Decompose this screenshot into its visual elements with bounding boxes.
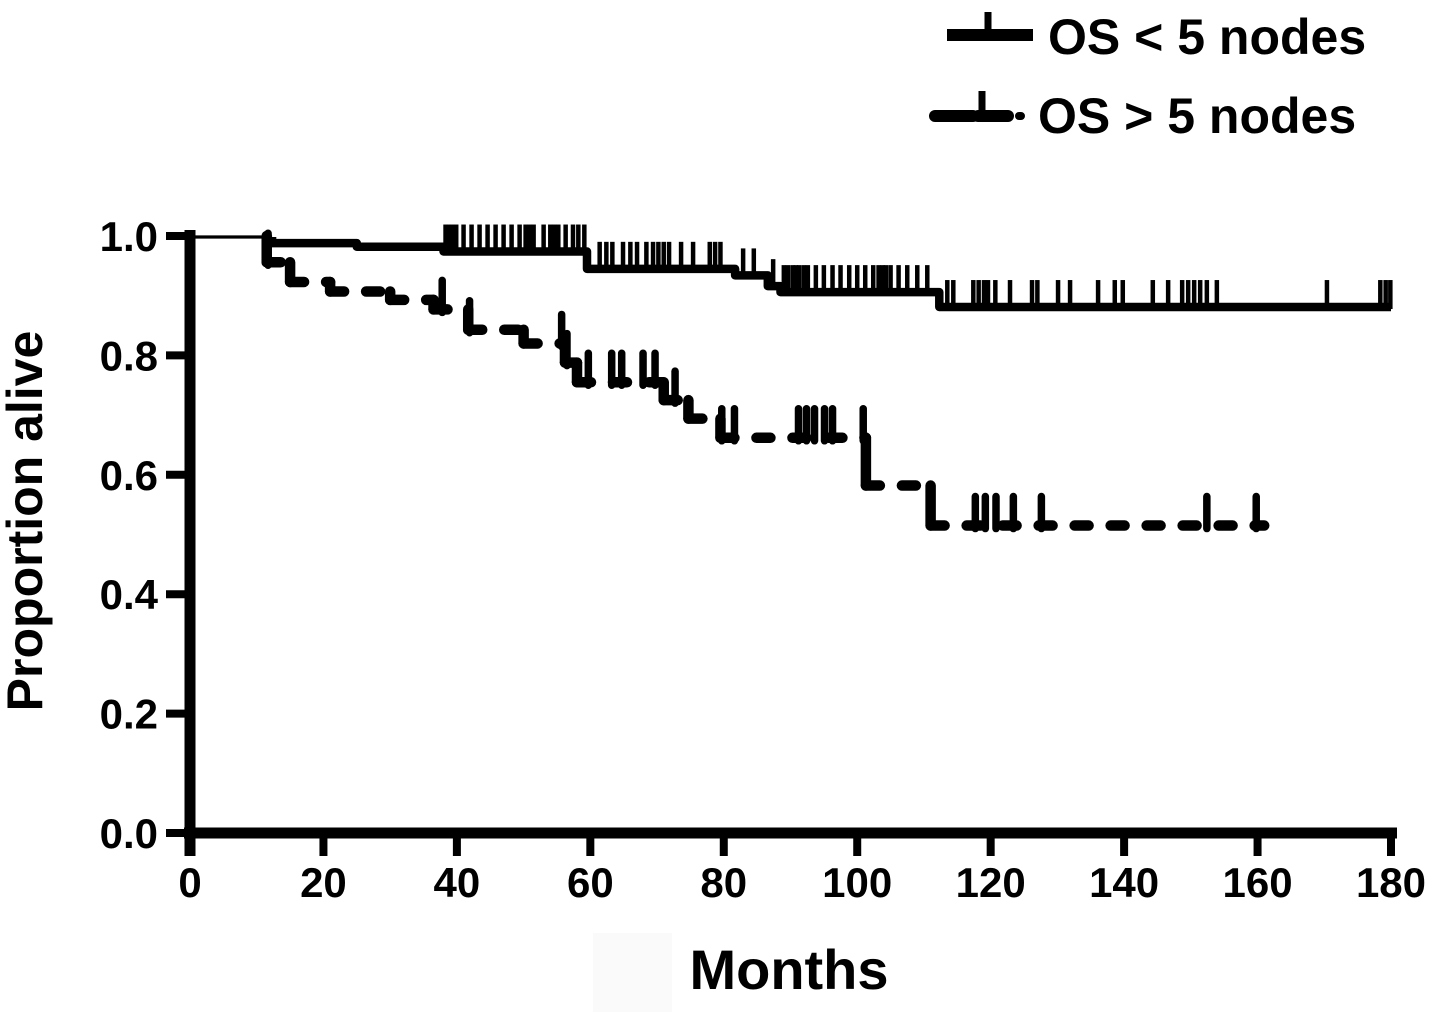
x-tick-label: 100 (822, 859, 892, 906)
x-tick-label: 80 (700, 859, 747, 906)
y-tick-label: 0.4 (100, 571, 159, 618)
y-tick-label: 0.8 (100, 332, 158, 379)
legend-label-os-gt-5-nodes: OS > 5 nodes (1038, 88, 1356, 144)
x-tick-label: 160 (1223, 859, 1293, 906)
legend-label-os-lt-5-nodes: OS < 5 nodes (1048, 9, 1366, 65)
x-tick-label: 120 (956, 859, 1026, 906)
x-axis-title: Months (689, 938, 888, 1001)
legend: OS < 5 nodes OS > 5 nodes (929, 9, 1366, 144)
x-tick-label: 40 (434, 859, 481, 906)
y-tick-label: 0.2 (100, 691, 158, 738)
x-tick-label: 60 (567, 859, 614, 906)
x-tick-label: 20 (300, 859, 347, 906)
y-tick-label: 0.0 (100, 810, 158, 857)
y-axis-title: Proportion alive (0, 331, 53, 712)
x-tick-label: 0 (178, 859, 201, 906)
y-tick-label: 1.0 (100, 213, 158, 260)
y-tick-label: 0.6 (100, 452, 158, 499)
x-tick-label: 180 (1356, 859, 1426, 906)
x-tick-label: 140 (1089, 859, 1159, 906)
background-artifact (593, 933, 672, 1012)
plot-area: 0.0 0.2 0.4 0.6 0.8 1.0 0 20 40 60 80 100 120 140 160 1… (100, 213, 1426, 906)
